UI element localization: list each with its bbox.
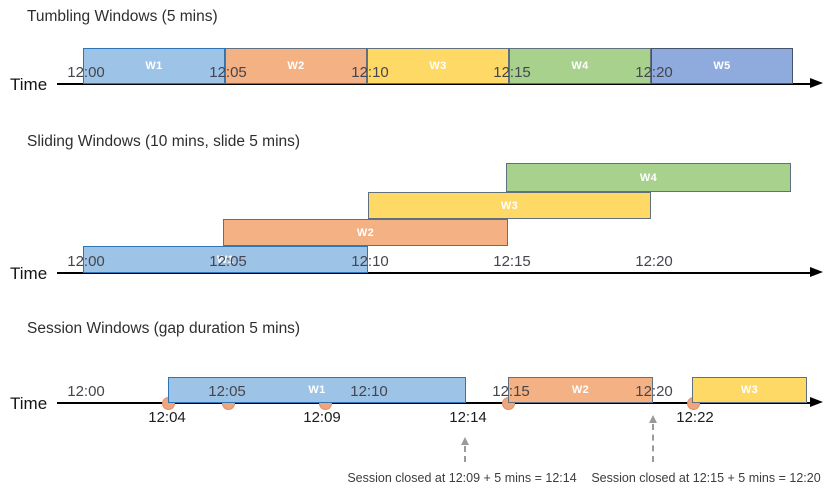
window-box-w2: W2 xyxy=(223,219,508,246)
window-label: W2 xyxy=(571,384,590,396)
timeline xyxy=(57,402,810,404)
dashed-arrow xyxy=(464,446,466,462)
window-label: W3 xyxy=(740,384,759,396)
window-box-w4: W4 xyxy=(509,48,651,84)
window-box-w2: W2 xyxy=(225,48,367,84)
tick-label: 12:15 xyxy=(493,253,531,270)
event-time-label: 12:09 xyxy=(303,409,341,426)
tick-label: 12:05 xyxy=(209,253,247,270)
tick-label: 12:20 xyxy=(635,64,673,81)
tick-label: 12:00 xyxy=(67,64,105,81)
window-box-w3: W3 xyxy=(368,192,651,219)
tick-label: 12:15 xyxy=(492,383,530,400)
section-title: Session Windows (gap duration 5 mins) xyxy=(27,320,301,337)
tick-label: 12:10 xyxy=(351,64,389,81)
window-label: W3 xyxy=(429,60,447,72)
tick-label: 12:15 xyxy=(493,64,531,81)
window-box-w5: W5 xyxy=(651,48,793,84)
window-box-w1: W1 xyxy=(83,48,225,84)
window-label: W1 xyxy=(216,253,235,266)
up-arrowhead-icon xyxy=(460,437,469,445)
window-box-w4: W4 xyxy=(506,163,791,192)
window-box-w3: W3 xyxy=(692,377,807,403)
window-box-w1: W1 xyxy=(83,246,368,273)
tick-label: 12:05 xyxy=(208,383,246,400)
tick-label: 12:00 xyxy=(67,383,105,400)
session-close-annotation: Session closed at 12:15 + 5 mins = 12:20 xyxy=(591,471,821,485)
timeline-arrowhead-icon xyxy=(810,267,823,277)
time-axis-label: Time xyxy=(10,394,48,413)
window-box-w3: W3 xyxy=(367,48,509,84)
window-label: W5 xyxy=(713,60,731,72)
time-axis-label: Time xyxy=(10,264,48,283)
window-label: W4 xyxy=(639,171,658,184)
timeline-arrowhead-icon xyxy=(810,78,823,88)
event-time-label: 12:04 xyxy=(148,409,186,426)
window-label: W2 xyxy=(356,226,375,239)
window-label: W1 xyxy=(145,60,163,72)
window-label: W1 xyxy=(308,384,326,396)
tick-label: 12:20 xyxy=(635,383,673,400)
up-arrowhead-icon xyxy=(648,415,657,423)
window-box-w1: W1 xyxy=(168,377,466,403)
timeline xyxy=(57,272,810,274)
event-time-label: 12:22 xyxy=(676,409,714,426)
tick-label: 12:10 xyxy=(351,253,389,270)
section-title: Sliding Windows (10 mins, slide 5 mins) xyxy=(27,133,301,150)
tick-label: 12:05 xyxy=(209,64,247,81)
tick-label: 12:00 xyxy=(67,253,105,270)
tick-label: 12:10 xyxy=(350,383,388,400)
window-label: W3 xyxy=(500,199,519,212)
timeline-arrowhead-icon xyxy=(810,397,823,407)
section-title: Tumbling Windows (5 mins) xyxy=(27,8,218,25)
session-close-annotation: Session closed at 12:09 + 5 mins = 12:14 xyxy=(347,471,577,485)
window-label: W4 xyxy=(571,60,589,72)
timeline xyxy=(57,83,810,85)
window-box-w2: W2 xyxy=(508,377,653,403)
window-label: W2 xyxy=(287,60,305,72)
tick-label: 12:20 xyxy=(635,253,673,270)
dashed-arrow xyxy=(652,424,654,462)
event-time-label: 12:14 xyxy=(449,409,487,426)
time-axis-label: Time xyxy=(10,75,48,94)
